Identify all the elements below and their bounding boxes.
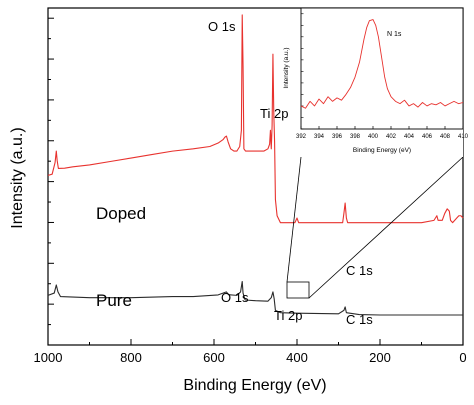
inset-x-axis-title: Binding Energy (eV) (353, 147, 411, 154)
main-x-tick-label: 800 (120, 350, 142, 365)
inset-x-tick-label: 404 (404, 134, 415, 140)
inset-x-tick-label: 398 (350, 134, 361, 140)
zoom-connector-right (308, 156, 464, 299)
x-axis-title: Binding Energy (eV) (183, 377, 326, 394)
inset-frame (300, 7, 464, 130)
main-x-tick-label: 400 (286, 350, 308, 365)
inset-x-tick-label: 396 (332, 134, 343, 140)
zoom-box (286, 281, 310, 299)
series-line-pure (47, 280, 463, 316)
y-axis-title: Intensity (a.u.) (9, 127, 26, 228)
inset-series-line (300, 19, 464, 109)
inset-x-tick-label: 402 (386, 134, 397, 140)
label-ti2p-pure: Ti 2p (274, 308, 302, 323)
label-c1s-pure: C 1s (346, 312, 373, 327)
inset-x-tick-label: 400 (368, 134, 379, 140)
inset-x-ticks: 392 394 396 398 400 402 404 406 408 410 (296, 126, 469, 140)
main-series-group (47, 14, 464, 316)
inset-y-ticks (301, 13, 304, 130)
main-y-ticks (48, 17, 54, 346)
label-c1s-doped: C 1s (346, 263, 373, 278)
main-x-tick-label: 1000 (34, 350, 63, 365)
main-x-tick-label: 200 (369, 350, 391, 365)
inset-x-tick-label: 408 (440, 134, 451, 140)
series-line-doped (47, 14, 464, 224)
inset-background (301, 8, 463, 157)
main-x-tick-label: 0 (459, 350, 466, 365)
main-x-tick-label: 600 (203, 350, 225, 365)
zoom-connector-left (286, 156, 302, 283)
inset-x-tick-label: 392 (296, 134, 307, 140)
label-pure: Pure (96, 291, 132, 310)
label-o1s-pure: O 1s (221, 290, 249, 305)
inset-series-group (300, 19, 464, 109)
inset-x-tick-label: 406 (422, 134, 433, 140)
inset-x-tick-label: 410 (458, 134, 469, 140)
label-o1s-doped: O 1s (208, 19, 236, 34)
inset-x-tick-label: 394 (314, 134, 325, 140)
inset-y-axis-title: Intensity (a.u.) (283, 47, 290, 88)
label-doped: Doped (96, 204, 146, 223)
label-ti2p-doped: Ti 2p (260, 106, 288, 121)
inset-label-n1s: N 1s (387, 31, 402, 38)
main-x-ticks: 1000 800 600 400 200 0 (34, 339, 467, 365)
